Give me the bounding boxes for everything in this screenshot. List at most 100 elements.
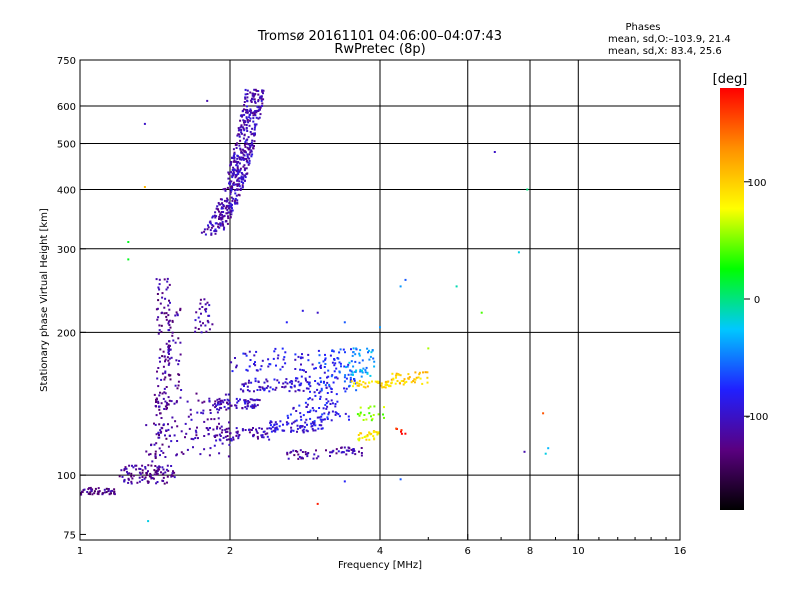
data-point (161, 392, 164, 395)
data-point (356, 381, 359, 384)
data-point (373, 365, 376, 368)
data-point (238, 170, 241, 173)
data-point (167, 322, 170, 325)
data-point (113, 488, 116, 491)
data-point (228, 173, 231, 176)
data-point (364, 386, 367, 389)
data-point (271, 426, 274, 429)
data-point (219, 203, 222, 206)
data-point (360, 432, 363, 435)
data-point (415, 376, 418, 379)
data-point (155, 414, 158, 417)
data-point (168, 399, 171, 402)
data-point (147, 520, 150, 523)
data-point (208, 314, 211, 317)
data-point (305, 379, 307, 382)
data-point (260, 427, 263, 430)
data-point (83, 488, 86, 491)
data-point (359, 411, 362, 414)
data-point (343, 365, 346, 368)
data-point (304, 421, 307, 424)
data-point (162, 397, 165, 400)
data-point (240, 131, 243, 134)
data-point (367, 351, 369, 354)
data-point (202, 409, 205, 412)
data-point (165, 312, 168, 315)
data-point (218, 218, 220, 220)
data-point (162, 480, 165, 482)
data-point (249, 113, 252, 116)
data-point (285, 378, 288, 381)
data-point (346, 365, 349, 368)
data-point (287, 416, 290, 419)
data-point (230, 209, 232, 212)
data-point (145, 424, 148, 427)
data-point (426, 371, 429, 374)
data-point (238, 144, 241, 147)
data-point (105, 487, 108, 490)
data-point (301, 369, 304, 371)
data-point (261, 90, 264, 93)
data-point (318, 391, 321, 394)
data-point (252, 147, 255, 150)
data-point (241, 126, 244, 129)
data-point (259, 113, 262, 116)
data-point (141, 479, 144, 481)
data-point (217, 401, 220, 404)
data-point (248, 153, 251, 156)
data-point (356, 384, 359, 387)
data-point (340, 446, 343, 449)
data-point (246, 105, 248, 108)
data-point (355, 389, 358, 392)
data-point (399, 285, 402, 288)
data-point (323, 366, 326, 368)
data-point (263, 389, 266, 392)
data-point (312, 409, 315, 412)
data-point (159, 391, 161, 394)
data-point (354, 382, 357, 385)
data-point (266, 432, 269, 435)
data-point (249, 359, 252, 361)
data-point (145, 474, 148, 476)
data-point (352, 347, 355, 350)
data-point (354, 360, 357, 363)
data-point (369, 374, 372, 377)
data-point (352, 365, 355, 368)
data-point (371, 417, 374, 420)
data-point (246, 93, 249, 95)
data-point (376, 433, 379, 436)
data-point (228, 180, 231, 183)
data-point (239, 114, 242, 117)
data-point (307, 387, 310, 390)
data-point (202, 412, 205, 415)
data-point (349, 376, 352, 379)
data-point (256, 435, 259, 438)
data-point (150, 443, 153, 446)
data-point (255, 428, 257, 431)
data-point (333, 364, 336, 367)
data-point (396, 373, 399, 376)
data-point (260, 97, 263, 100)
data-point (301, 309, 304, 312)
data-point (170, 475, 173, 478)
data-point (319, 395, 322, 398)
data-point (331, 349, 334, 352)
data-point (362, 367, 365, 370)
y-axis-label: Stationary phase Virtual Height [km] (39, 208, 50, 392)
data-point (368, 431, 371, 434)
data-point (318, 354, 321, 357)
data-point (229, 215, 232, 218)
data-point (295, 419, 298, 422)
data-point (227, 177, 230, 180)
data-point (418, 371, 421, 374)
data-point (325, 449, 327, 452)
data-point (177, 337, 180, 340)
data-point (362, 385, 365, 388)
data-point (167, 469, 170, 472)
data-point (256, 404, 259, 407)
data-point (309, 417, 312, 420)
data-point (272, 429, 275, 432)
data-point (276, 428, 279, 431)
data-point (240, 172, 243, 174)
data-point (168, 283, 171, 286)
